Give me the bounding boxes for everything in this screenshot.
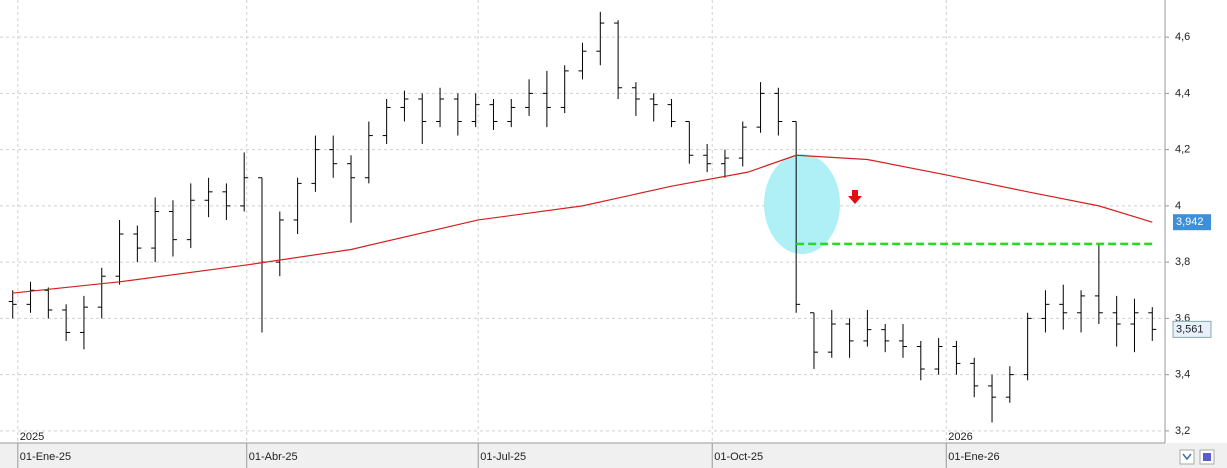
down-arrow bbox=[848, 190, 862, 204]
price-tag-label: 3,942 bbox=[1176, 216, 1204, 228]
year-label: 2026 bbox=[948, 431, 972, 443]
y-tick-label: 3,8 bbox=[1175, 256, 1190, 268]
plot bbox=[8, 11, 1157, 423]
y-tick-label: 4,6 bbox=[1175, 31, 1190, 43]
x-tick-label: 01-Abr-25 bbox=[249, 451, 298, 463]
y-tick-label: 3,2 bbox=[1175, 425, 1190, 437]
year-label: 2025 bbox=[20, 431, 44, 443]
x-tick-label: 01-Jul-25 bbox=[480, 451, 526, 463]
highlight-ellipse bbox=[764, 154, 840, 254]
save-icon bbox=[1203, 453, 1211, 461]
y-tick-label: 4 bbox=[1175, 200, 1181, 212]
y-tick-label: 4,2 bbox=[1175, 144, 1190, 156]
price-tag bbox=[1172, 320, 1212, 338]
y-tick-label: 4,4 bbox=[1175, 87, 1190, 99]
date-strip bbox=[0, 443, 1227, 468]
x-tick-label: 01-Ene-26 bbox=[948, 451, 999, 463]
y-tick-label: 3,4 bbox=[1175, 369, 1190, 381]
x-tick-label: 01-Oct-25 bbox=[714, 451, 763, 463]
price-tag bbox=[1173, 214, 1211, 231]
x-tick-label: 01-Ene-25 bbox=[20, 451, 71, 463]
collapse-icon bbox=[1182, 453, 1192, 461]
moving-average bbox=[12, 154, 1153, 294]
collapse-button[interactable] bbox=[1179, 449, 1195, 465]
price-tag-label: 3,561 bbox=[1176, 323, 1204, 335]
